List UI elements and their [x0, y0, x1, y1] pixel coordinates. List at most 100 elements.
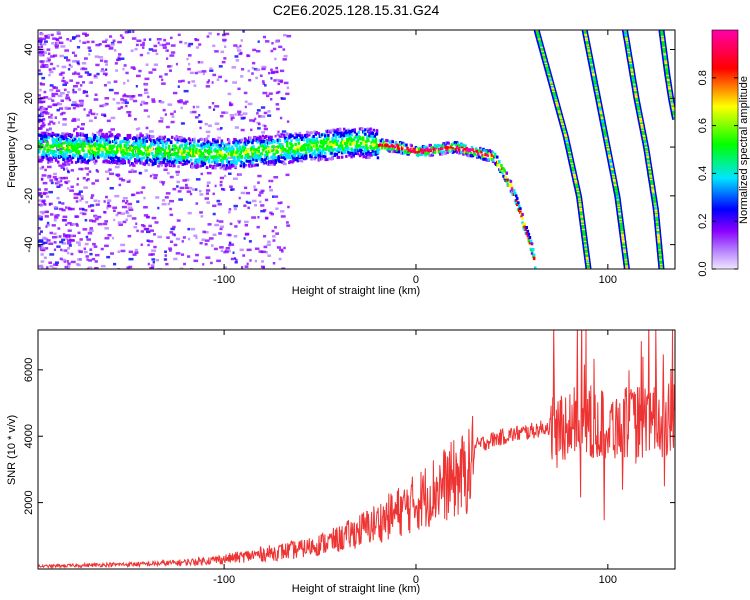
heatmap-cell	[124, 145, 127, 148]
heatmap-cell	[157, 165, 160, 168]
heatmap-cell	[618, 217, 622, 220]
heatmap-cell	[137, 149, 140, 152]
heatmap-cell	[562, 128, 566, 131]
heatmap-cell	[657, 244, 661, 247]
heatmap-cell	[423, 145, 426, 149]
heatmap-cell	[93, 134, 97, 137]
heatmap-cell	[298, 131, 302, 135]
heatmap-cell	[158, 120, 164, 123]
heatmap-cell	[558, 114, 562, 117]
heatmap-cell	[49, 70, 54, 74]
heatmap-cell	[260, 115, 266, 118]
heatmap-cell	[49, 253, 55, 256]
heatmap-cell	[583, 242, 587, 245]
heatmap-cell	[281, 250, 284, 253]
heatmap-cell	[278, 160, 282, 164]
heatmap-cell	[350, 133, 353, 137]
heatmap-cell	[381, 146, 384, 150]
heatmap-cell	[63, 80, 66, 83]
heatmap-cell	[620, 230, 624, 232]
heatmap-cell	[584, 247, 588, 250]
heatmap-cell	[545, 66, 549, 69]
heatmap-cell	[214, 50, 219, 53]
heatmap-cell	[198, 43, 202, 46]
heatmap-cell	[55, 261, 59, 264]
heatmap-cell	[55, 89, 61, 92]
heatmap-cell	[170, 227, 175, 231]
heatmap-cell	[341, 149, 345, 153]
heatmap-cell	[44, 107, 48, 111]
heatmap-cell	[72, 90, 77, 94]
heatmap-cell	[320, 152, 324, 156]
heatmap-cell	[655, 221, 659, 224]
heatmap-cell	[660, 31, 664, 34]
heatmap-cell	[229, 101, 232, 105]
heatmap-cell	[421, 151, 424, 155]
heatmap-cell	[163, 258, 168, 261]
heatmap-cell	[336, 139, 340, 143]
heatmap-cell	[464, 144, 467, 148]
heatmap-cell	[227, 142, 231, 146]
heatmap-cell	[151, 100, 156, 103]
heatmap-cell	[79, 207, 84, 211]
heatmap-cell	[98, 56, 104, 59]
heatmap-cell	[344, 150, 347, 154]
heatmap-cell	[589, 62, 593, 65]
heatmap-cell	[370, 140, 373, 144]
heatmap-cell	[96, 170, 100, 173]
heatmap-cell	[137, 127, 141, 130]
heatmap-cell	[646, 156, 650, 159]
heatmap-cell	[98, 130, 103, 133]
heatmap-cell	[424, 151, 427, 155]
heatmap-cell	[566, 144, 570, 147]
heatmap-cell	[364, 146, 367, 149]
heatmap-cell	[504, 175, 507, 179]
heatmap-cell	[609, 161, 613, 164]
heatmap-cell	[167, 152, 171, 156]
heatmap-cell	[140, 43, 145, 47]
heatmap-cell	[652, 197, 656, 200]
heatmap-cell	[449, 145, 453, 149]
heatmap-cell	[657, 243, 661, 246]
heatmap-cell	[64, 49, 69, 52]
heatmap-cell	[648, 169, 652, 171]
heatmap-cell	[38, 51, 43, 54]
heatmap-cell	[428, 154, 431, 158]
heatmap-cell	[77, 155, 80, 159]
heatmap-cell	[628, 56, 632, 59]
heatmap-cell	[334, 135, 337, 139]
heatmap-cell	[253, 185, 256, 188]
heatmap-cell	[230, 164, 233, 168]
heatmap-cell	[183, 89, 189, 93]
heatmap-cell	[586, 47, 590, 50]
heatmap-cell	[224, 45, 227, 48]
heatmap-cell	[126, 135, 130, 139]
heatmap-cell	[85, 34, 88, 37]
heatmap-cell	[656, 234, 660, 237]
heatmap-cell	[90, 112, 96, 116]
heatmap-cell	[76, 177, 79, 181]
heatmap-cell	[136, 191, 140, 195]
heatmap-cell	[616, 203, 620, 206]
heatmap-cell	[646, 155, 650, 158]
heatmap-cell	[41, 121, 45, 124]
heatmap-cell	[41, 107, 46, 110]
heatmap-cell	[175, 252, 181, 255]
heatmap-cell	[45, 112, 50, 115]
heatmap-cell	[580, 219, 584, 221]
heatmap-cell	[658, 248, 662, 251]
heatmap-cell	[218, 220, 224, 223]
heatmap-cell	[67, 242, 72, 245]
heatmap-cell	[134, 251, 139, 254]
heatmap-cell	[623, 31, 627, 34]
heatmap-cell	[340, 151, 344, 155]
heatmap-cell	[164, 73, 168, 76]
heatmap-cell	[595, 92, 599, 95]
heatmap-cell	[200, 61, 204, 64]
heatmap-cell	[620, 228, 624, 231]
heatmap-cell	[295, 156, 298, 160]
heatmap-cell	[586, 45, 590, 48]
heatmap-cell	[650, 186, 654, 189]
heatmap-cell	[598, 109, 602, 112]
heatmap-cell	[590, 66, 594, 69]
